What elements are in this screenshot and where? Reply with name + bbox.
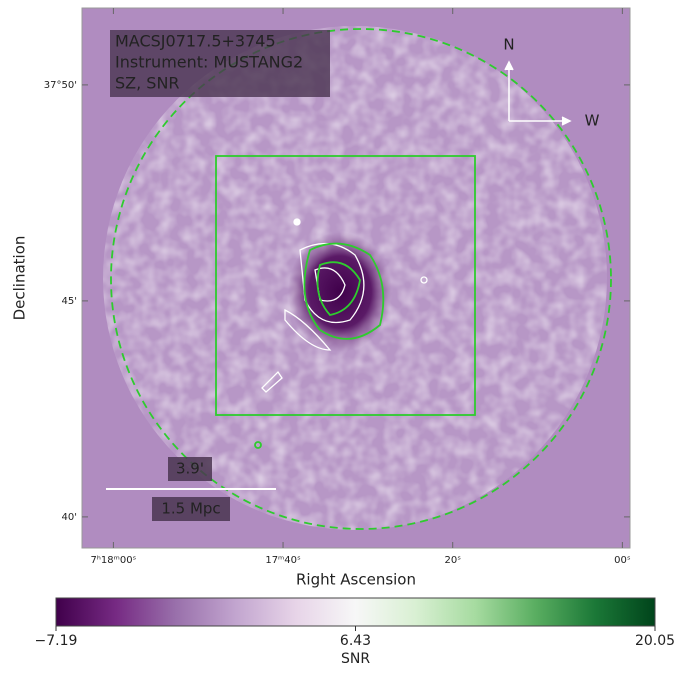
colorbar-tick-label: 6.43 xyxy=(340,633,371,649)
y-tick-label: 45' xyxy=(62,296,77,307)
x-tick-label: 00ˢ xyxy=(614,555,631,566)
y-tick-label: 37°50' xyxy=(44,80,77,91)
colorbar xyxy=(56,598,655,626)
x-axis-label: Right Ascension xyxy=(296,571,416,589)
y-axis-label: Declination xyxy=(11,236,29,321)
compass-label: N xyxy=(503,36,514,54)
scale-label: 3.9' xyxy=(176,460,204,478)
annotation: SZ, SNR xyxy=(115,74,180,93)
y-tick-label: 40' xyxy=(62,512,77,523)
annotation: MACSJ0717.5+3745 xyxy=(115,32,276,51)
colorbar-label: SNR xyxy=(341,651,370,667)
colorbar-tick-label: −7.19 xyxy=(35,633,78,649)
x-tick-label: 17ᵐ40ˢ xyxy=(265,555,301,566)
x-tick-label: 7ʰ18ᵐ00ˢ xyxy=(90,555,136,566)
annotation: Instrument: MUSTANG2 xyxy=(115,53,303,72)
compass-label: W xyxy=(585,112,600,130)
scale-label: 1.5 Mpc xyxy=(161,500,220,518)
figure: 7ʰ18ᵐ00ˢ 17ᵐ40ˢ 20ˢ 00ˢ 37°50' 45' 40' Right As… xyxy=(0,0,694,669)
colorbar-tick-label: 20.05 xyxy=(635,633,675,649)
x-tick-label: 20ˢ xyxy=(444,555,461,566)
